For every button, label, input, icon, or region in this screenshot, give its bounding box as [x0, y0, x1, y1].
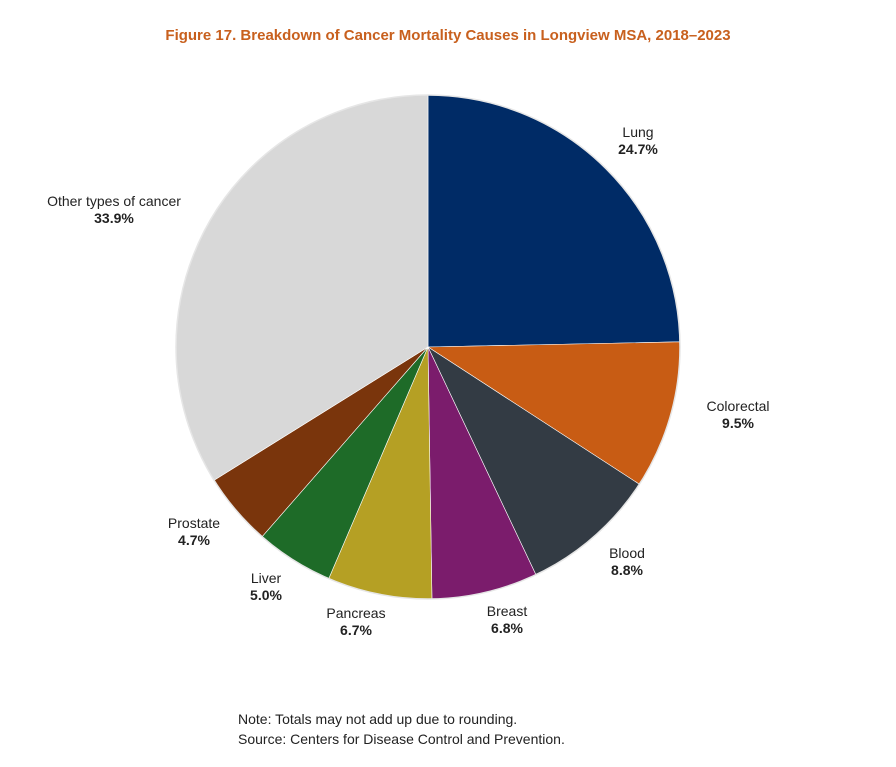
slice-value-label: 5.0% [250, 587, 282, 603]
pie-outline [175, 94, 681, 600]
pie-slices [175, 94, 681, 600]
slice-label: Blood [609, 545, 645, 561]
slice-value-label: 33.9% [94, 210, 134, 226]
chart-title: Figure 17. Breakdown of Cancer Mortality… [165, 27, 731, 44]
slice-label: Breast [487, 603, 528, 619]
slice-label: Other types of cancer [47, 193, 181, 209]
slice-label: Lung [622, 124, 653, 140]
note-text: Note: Totals may not add up due to round… [238, 711, 518, 727]
slice-value-label: 6.7% [340, 622, 372, 638]
slice-label: Colorectal [706, 398, 769, 414]
slice-value-label: 4.7% [178, 532, 210, 548]
chart-notes: Note: Totals may not add up due to round… [238, 709, 565, 749]
slice-value-label: 9.5% [722, 415, 754, 431]
slice-value-label: 24.7% [618, 141, 658, 157]
source-text: Source: Centers for Disease Control and … [238, 731, 565, 747]
pie-labels: Lung24.7%Colorectal9.5%Blood8.8%Breast6.… [47, 124, 769, 638]
slice-label: Pancreas [326, 605, 385, 621]
slice-label: Liver [251, 570, 282, 586]
slice-value-label: 8.8% [611, 562, 643, 578]
slice-value-label: 6.8% [491, 620, 523, 636]
slice-label: Prostate [168, 515, 220, 531]
